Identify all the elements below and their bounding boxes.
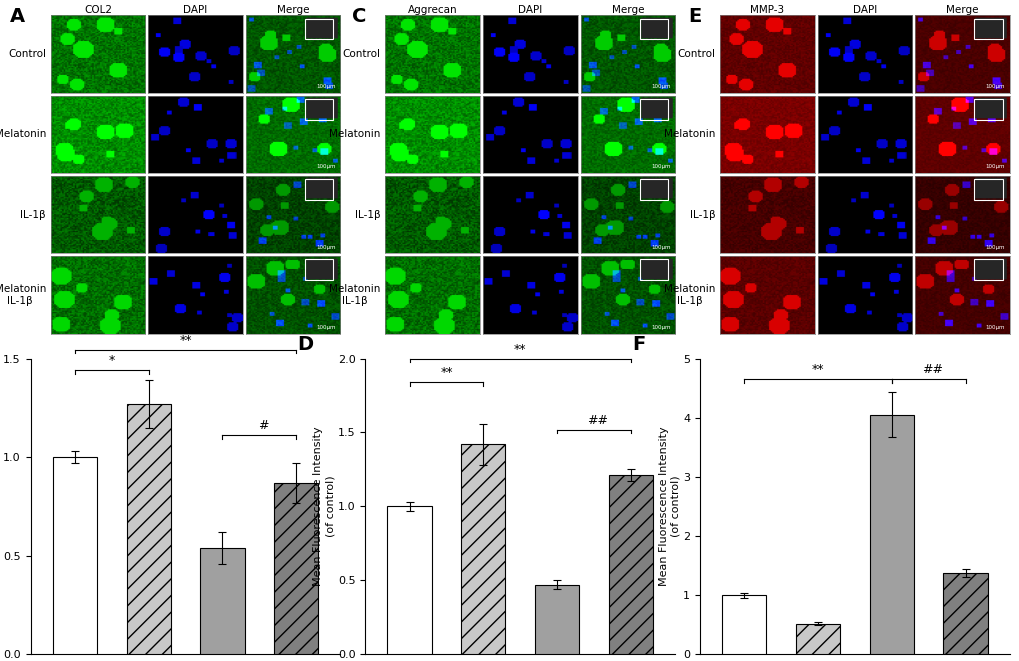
Bar [973,98,1002,120]
Text: 100μm: 100μm [316,325,335,330]
Bar [305,179,333,200]
Bar [639,98,667,120]
Text: #: # [258,420,268,432]
Text: DAPI: DAPI [852,5,876,15]
Text: **: ** [811,364,823,376]
Text: C: C [352,7,366,26]
Bar [305,19,333,39]
Text: Melatonin: Melatonin [0,130,46,139]
Bar [461,444,505,654]
Text: IL-1β: IL-1β [689,210,714,219]
Bar [973,19,1002,39]
Bar [973,259,1002,280]
Text: F: F [631,335,644,354]
Text: 100μm: 100μm [650,325,669,330]
Text: MMP-3: MMP-3 [749,5,784,15]
Text: Melatonin
IL-1β: Melatonin IL-1β [0,284,46,305]
Text: ##: ## [587,414,607,426]
Bar [721,595,765,654]
Bar [305,98,333,120]
Text: Melatonin
IL-1β: Melatonin IL-1β [329,284,380,305]
Text: 100μm: 100μm [316,84,335,89]
Text: IL-1β: IL-1β [355,210,380,219]
Bar [608,475,652,654]
Bar [387,506,431,654]
Text: 100μm: 100μm [316,245,335,250]
Text: 100μm: 100μm [316,165,335,169]
Text: **: ** [514,342,526,356]
Text: 100μm: 100μm [984,165,1004,169]
Text: Melatonin: Melatonin [329,130,380,139]
Text: **: ** [440,366,452,379]
Bar [639,259,667,280]
Text: Aggrecan: Aggrecan [408,5,457,15]
Text: Melatonin: Melatonin [663,130,714,139]
Text: A: A [10,7,25,26]
Text: IL-1β: IL-1β [20,210,46,219]
Text: Merge: Merge [611,5,643,15]
Bar [639,179,667,200]
Text: 100μm: 100μm [984,325,1004,330]
Text: E: E [688,7,701,26]
Bar [53,457,97,654]
Y-axis label: Mean Fluorescence Intensity
(of control): Mean Fluorescence Intensity (of control) [658,426,680,586]
Text: 100μm: 100μm [650,165,669,169]
Text: 100μm: 100μm [650,245,669,250]
Text: 100μm: 100μm [984,245,1004,250]
Text: DAPI: DAPI [518,5,542,15]
Text: Control: Control [342,49,380,59]
Text: Melatonin
IL-1β: Melatonin IL-1β [663,284,714,305]
Bar [274,483,318,654]
Bar [973,179,1002,200]
Text: Merge: Merge [276,5,309,15]
Bar [200,548,245,654]
Text: Control: Control [8,49,46,59]
Bar [943,572,986,654]
Text: COL2: COL2 [84,5,112,15]
Bar [534,585,579,654]
Y-axis label: Mean Fluorescence Intensity
(of control): Mean Fluorescence Intensity (of control) [313,426,334,586]
Text: ##: ## [921,364,942,376]
Text: **: ** [179,334,192,347]
Bar [869,414,913,654]
Bar [795,623,840,654]
Text: 100μm: 100μm [984,84,1004,89]
Text: D: D [297,335,313,354]
Bar [305,259,333,280]
Text: 100μm: 100μm [650,84,669,89]
Bar [126,404,170,654]
Bar [639,19,667,39]
Text: DAPI: DAPI [183,5,208,15]
Text: Control: Control [677,49,714,59]
Text: Merge: Merge [946,5,978,15]
Text: *: * [109,354,115,368]
